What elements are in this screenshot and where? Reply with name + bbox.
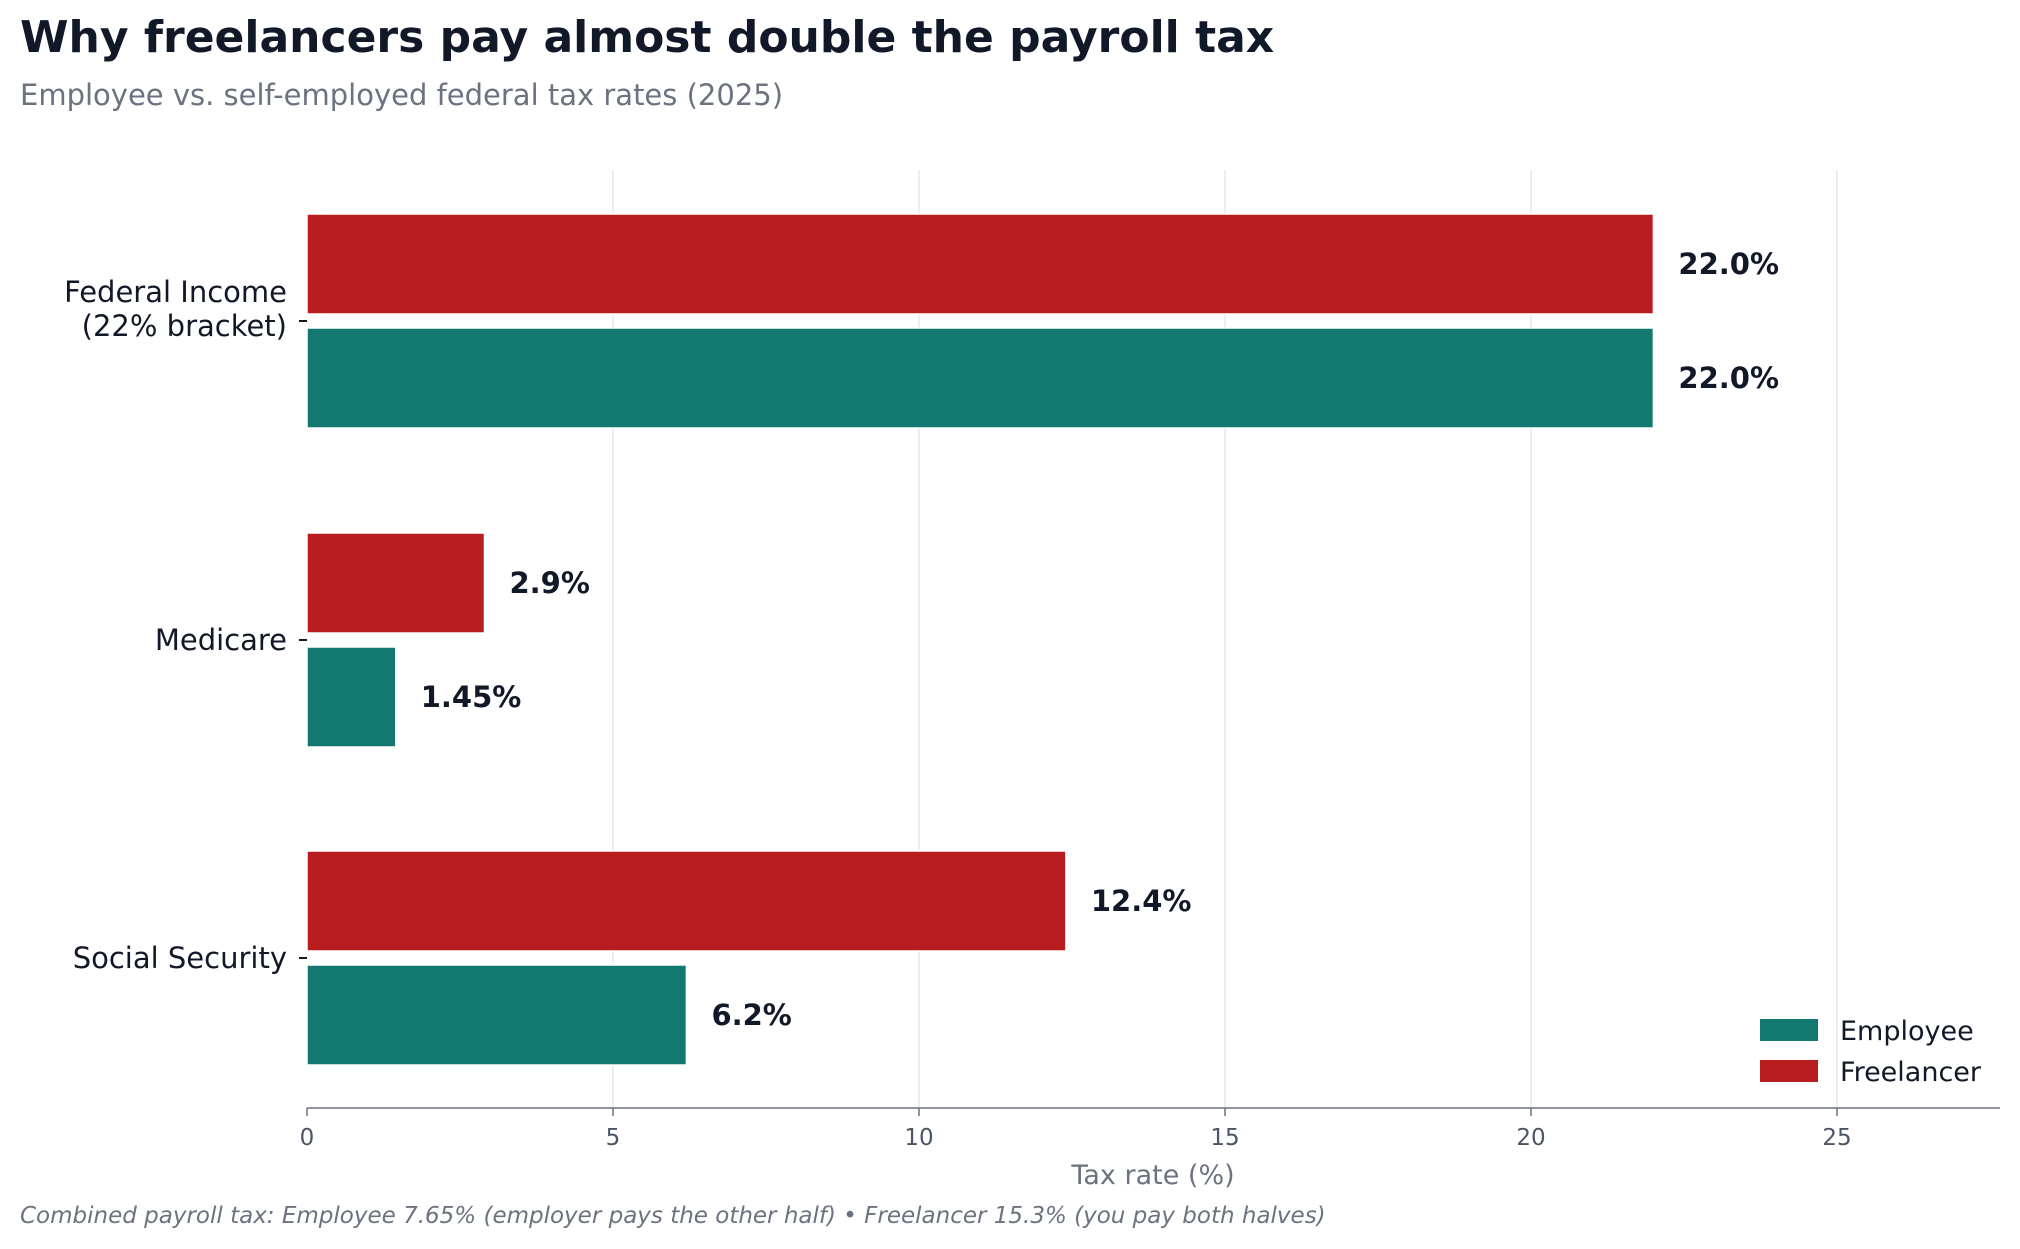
bar-employee bbox=[306, 646, 397, 748]
bar-employee bbox=[306, 964, 688, 1066]
category-label: Medicare bbox=[155, 623, 287, 657]
x-axis-title: Tax rate (%) bbox=[1070, 1160, 1234, 1191]
chart-footnote: Combined payroll tax: Employee 7.65% (em… bbox=[20, 1203, 1326, 1229]
category-label: Social Security bbox=[73, 941, 287, 975]
x-tick-label: 15 bbox=[1210, 1125, 1239, 1151]
data-label-employee: 22.0% bbox=[1678, 361, 1779, 395]
chart-title: Why freelancers pay almost double the pa… bbox=[20, 12, 1275, 63]
data-label-employee: 6.2% bbox=[711, 998, 791, 1032]
x-tick-label: 5 bbox=[606, 1125, 621, 1151]
bar-employee bbox=[306, 327, 1655, 429]
chart-subtitle: Employee vs. self-employed federal tax r… bbox=[20, 78, 784, 112]
bar-freelancer bbox=[306, 850, 1067, 952]
category-label: (22% bracket) bbox=[82, 309, 287, 343]
category-label: Federal Income bbox=[64, 275, 287, 309]
data-label-freelancer: 2.9% bbox=[509, 566, 589, 600]
legend-swatch bbox=[1760, 1060, 1818, 1082]
data-label-employee: 1.45% bbox=[421, 680, 522, 714]
legend-label: Employee bbox=[1840, 1016, 1974, 1047]
axes: 0 5 10 15 20 25 Federal Income(22% bracket) Med… bbox=[64, 275, 2000, 1151]
data-label-freelancer: 12.4% bbox=[1091, 884, 1192, 918]
x-tick-label: 20 bbox=[1516, 1125, 1545, 1151]
bar-freelancer bbox=[306, 532, 486, 634]
legend-swatch bbox=[1760, 1019, 1818, 1041]
legend: Employee Freelancer bbox=[1760, 1016, 1982, 1088]
x-tick-label: 0 bbox=[300, 1125, 315, 1151]
x-tick-label: 10 bbox=[904, 1125, 933, 1151]
legend-label: Freelancer bbox=[1840, 1057, 1982, 1088]
data-label-freelancer: 22.0% bbox=[1678, 247, 1779, 281]
x-tick-label: 25 bbox=[1822, 1125, 1851, 1151]
bars: 22.0% 22.0% 2.9% 1.45% 12.4% 6.2% bbox=[306, 213, 1779, 1066]
bar-freelancer bbox=[306, 213, 1655, 315]
